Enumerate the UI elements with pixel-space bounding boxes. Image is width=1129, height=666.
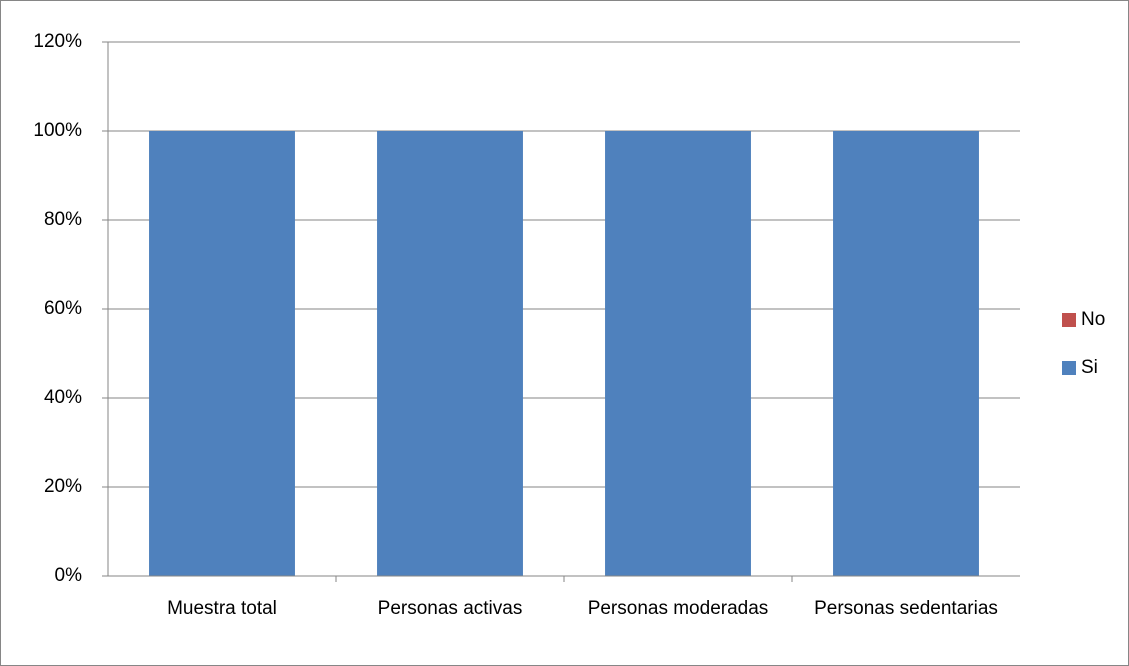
y-tick-label: 20% [44, 476, 82, 497]
y-tick-label: 0% [55, 565, 83, 586]
x-tick-label: Personas activas [378, 598, 523, 619]
y-tick-label: 120% [33, 31, 82, 52]
y-tick-label: 80% [44, 209, 82, 230]
bar-segment [377, 131, 523, 576]
y-tick-label: 100% [33, 120, 82, 141]
x-tick-label: Personas sedentarias [814, 598, 998, 619]
x-tick-label: Muestra total [167, 598, 277, 619]
bar-segment [149, 131, 295, 576]
y-tick-label: 40% [44, 387, 82, 408]
bar-segment [605, 131, 751, 576]
x-tick-label: Personas moderadas [588, 598, 769, 619]
y-tick-label: 60% [44, 298, 82, 319]
legend-label: Si [1081, 357, 1098, 378]
legend-swatch [1062, 313, 1076, 327]
legend-swatch [1062, 361, 1076, 375]
bar-segment [833, 131, 979, 576]
legend-label: No [1081, 309, 1105, 330]
